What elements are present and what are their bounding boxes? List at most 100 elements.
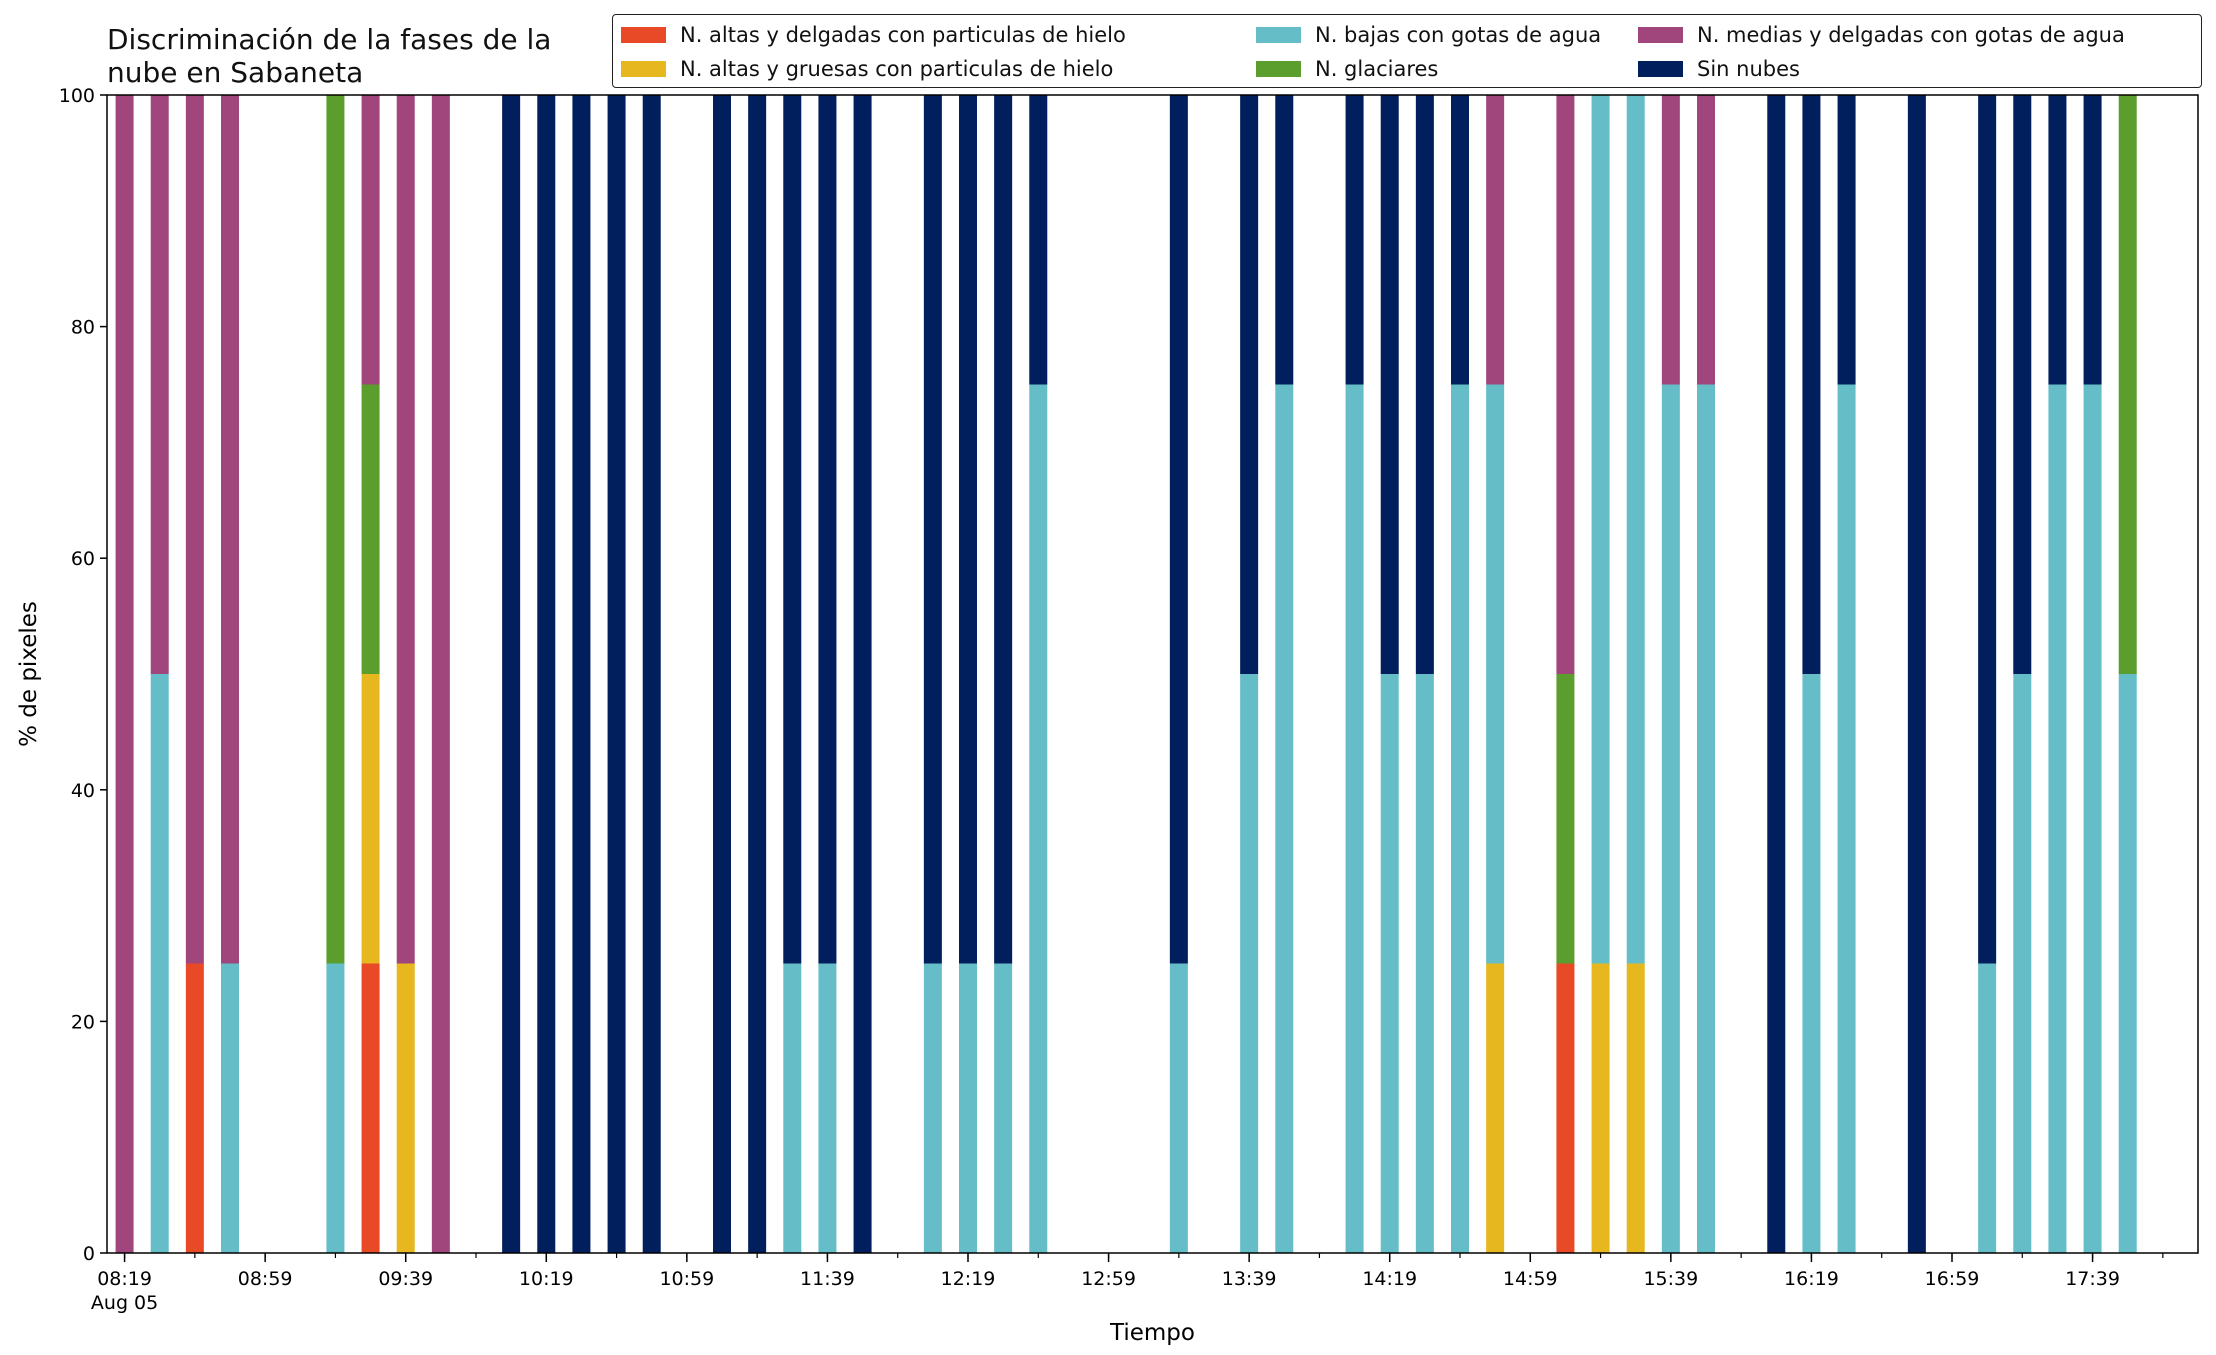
bar-segment	[361, 95, 380, 385]
legend-label: N. bajas con gotas de agua	[1315, 23, 1602, 47]
legend-item-altas-gruesas: N. altas y gruesas con particulas de hie…	[621, 57, 1113, 81]
bar-segment	[150, 674, 169, 1253]
bar-segment	[221, 95, 239, 964]
legend-item-sin-nubes: Sin nubes	[1638, 57, 1800, 81]
bar-segment	[1767, 95, 1786, 1253]
legend-item-medias-delgadas: N. medias y delgadas con gotas de agua	[1638, 23, 2125, 47]
y-tick-label: 80	[71, 317, 95, 339]
legend-swatch	[1256, 61, 1301, 77]
bar-segment	[1275, 95, 1294, 385]
bar-segment	[748, 95, 767, 1253]
x-tick-label: 12:19	[941, 1268, 996, 1290]
bar-segment	[1626, 963, 1645, 1253]
bar-segment	[1240, 95, 1259, 674]
bar-segment	[1661, 95, 1680, 385]
chart-legend: N. altas y delgadas con particulas de hi…	[612, 14, 2202, 88]
x-date-label: Aug 05	[91, 1292, 158, 1314]
bar-segment	[1802, 674, 1821, 1253]
bar-segment	[2048, 384, 2067, 1253]
chart-title-line-2: nube en Sabaneta	[107, 56, 364, 89]
x-tick-label: 12:59	[1081, 1268, 1136, 1290]
x-tick-label: 09:39	[378, 1268, 433, 1290]
bar-segment	[1415, 674, 1434, 1253]
bar-segment	[150, 95, 169, 674]
x-tick-label: 10:19	[519, 1268, 574, 1290]
legend-swatch	[621, 27, 666, 43]
x-tick-label: 17:39	[2065, 1268, 2120, 1290]
legend-label: N. altas y gruesas con particulas de hie…	[680, 57, 1114, 81]
bar-segment	[959, 963, 977, 1253]
bar-segment	[2048, 95, 2067, 385]
bar-segment	[1697, 384, 1715, 1253]
bar-segment	[994, 95, 1013, 964]
x-tick-label: 15:39	[1643, 1268, 1698, 1290]
legend-swatch	[621, 61, 666, 77]
y-tick-label: 100	[59, 85, 95, 107]
x-tick-label: 10:59	[659, 1268, 714, 1290]
legend-label: Sin nubes	[1697, 57, 1800, 81]
bar-segment	[2083, 384, 2102, 1253]
bar-segment	[818, 963, 837, 1253]
bar-segment	[2013, 674, 2032, 1253]
bar-segment	[2118, 674, 2137, 1253]
bar-segment	[396, 95, 415, 964]
bar-segment	[853, 95, 872, 1253]
bar-segment	[361, 674, 380, 964]
y-axis-label: % de pixeles	[16, 601, 42, 747]
bar-segment	[1275, 384, 1294, 1253]
bar-segment	[1591, 95, 1610, 964]
bar-segment	[185, 95, 204, 964]
bar-segment	[1556, 963, 1575, 1253]
bar-segment	[923, 963, 942, 1253]
bar-segment	[326, 963, 345, 1253]
bar-segment	[537, 95, 556, 1253]
bar-segment	[221, 963, 239, 1253]
y-tick-label: 40	[71, 780, 95, 802]
bar-segment	[1837, 95, 1856, 385]
bar-segment	[1697, 95, 1715, 385]
bar-segment	[326, 95, 345, 964]
legend-item-bajas-gotas: N. bajas con gotas de agua	[1256, 23, 1601, 47]
bar-segment	[396, 963, 415, 1253]
bar-segment	[1451, 384, 1469, 1253]
bar-segment	[1169, 963, 1188, 1253]
bar-segment	[783, 963, 802, 1253]
legend-item-glaciares: N. glaciares	[1256, 57, 1438, 81]
bar-segment	[431, 95, 450, 1253]
plot-frame	[106, 94, 2199, 1254]
bar-segment	[2118, 95, 2137, 674]
bar-segment	[1661, 384, 1680, 1253]
bar-segment	[502, 95, 521, 1253]
x-tick-label: 16:59	[1925, 1268, 1980, 1290]
bar-segment	[1486, 95, 1505, 385]
y-tick-label: 60	[71, 548, 95, 570]
bar-segment	[818, 95, 837, 964]
x-tick-label: 14:19	[1362, 1268, 1417, 1290]
bar-segment	[1556, 674, 1575, 964]
y-tick-label: 20	[71, 1011, 95, 1033]
bar-segment	[1345, 95, 1364, 385]
x-axis-label: Tiempo	[1109, 1320, 1195, 1346]
y-tick-label: 0	[83, 1243, 95, 1265]
bar-segment	[959, 95, 977, 964]
bar-segment	[361, 963, 380, 1253]
x-tick-label: 16:19	[1784, 1268, 1839, 1290]
legend-swatch	[1638, 61, 1683, 77]
bar-segment	[2083, 95, 2102, 385]
bar-segment	[1486, 384, 1505, 964]
bar-segment	[115, 95, 134, 1253]
bar-segment	[2013, 95, 2032, 674]
bar-segment	[1978, 963, 1997, 1253]
legend-item-altas-delgadas: N. altas y delgadas con particulas de hi…	[621, 23, 1126, 47]
bar-segment	[1556, 95, 1575, 674]
bar-segment	[642, 95, 661, 1253]
bar-segment	[1626, 95, 1645, 964]
x-tick-label: 11:39	[800, 1268, 855, 1290]
bar-segment	[1591, 963, 1610, 1253]
x-tick-label: 08:19	[97, 1268, 152, 1290]
bar-segment	[994, 963, 1013, 1253]
bar-segment	[783, 95, 802, 964]
bar-segment	[1451, 95, 1469, 385]
bar-segment	[607, 95, 626, 1253]
